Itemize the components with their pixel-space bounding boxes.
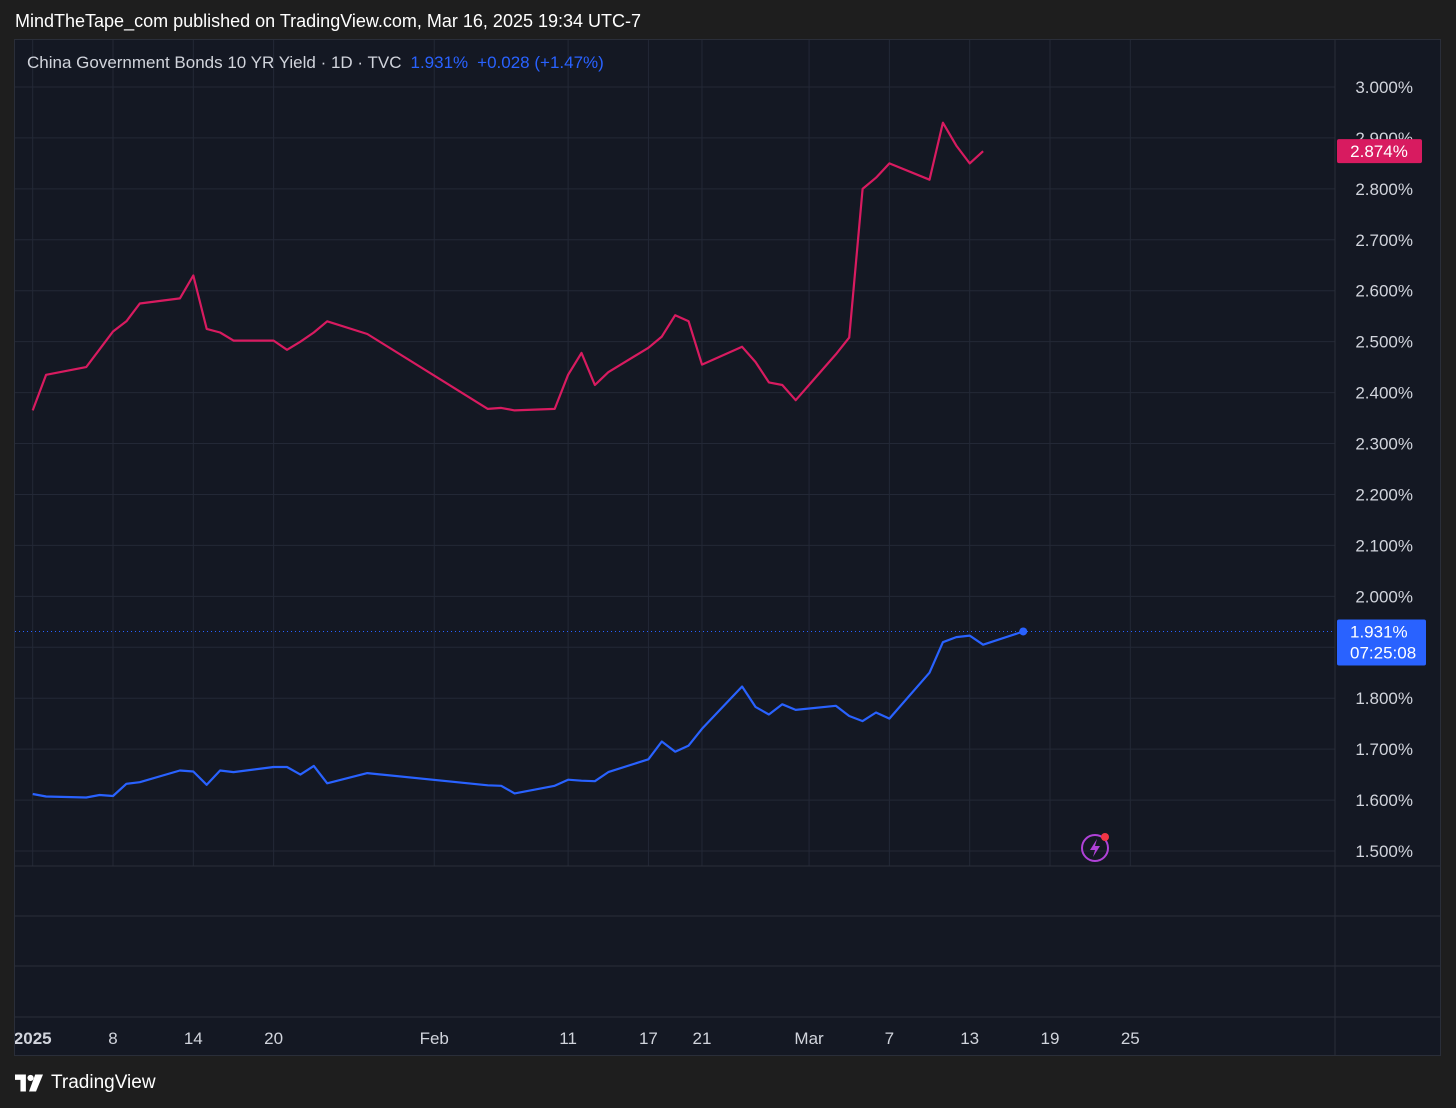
- y-tick-label: 2.000%: [1355, 587, 1413, 606]
- x-tick-label: 13: [960, 1029, 979, 1048]
- y-tick-label: 1.600%: [1355, 791, 1413, 810]
- x-tick-label: 17: [639, 1029, 658, 1048]
- y-tick-label: 3.000%: [1355, 78, 1413, 97]
- y-tick-label: 1.700%: [1355, 740, 1413, 759]
- footer: TradingView: [15, 1072, 156, 1094]
- x-tick-label: Mar: [794, 1029, 824, 1048]
- y-tick-label: 2.200%: [1355, 485, 1413, 504]
- x-tick-label: 2025: [15, 1029, 52, 1048]
- x-tick-label: 8: [108, 1029, 117, 1048]
- x-tick-label: 25: [1121, 1029, 1140, 1048]
- y-tick-label: 2.600%: [1355, 282, 1413, 301]
- y-tick-label: 2.300%: [1355, 435, 1413, 454]
- tradingview-logo-icon: [15, 1074, 43, 1092]
- x-tick-label: 19: [1041, 1029, 1060, 1048]
- chart-legend: China Government Bonds 10 YR Yield · 1D …: [27, 53, 604, 73]
- x-tick-label: 21: [693, 1029, 712, 1048]
- price-badge-blue: [1337, 619, 1426, 666]
- last-point-marker: [1019, 627, 1028, 636]
- series-line-blue: [32, 630, 1024, 799]
- price-badge-pink: [1337, 139, 1422, 164]
- price-change-label: +0.028 (+1.47%): [477, 53, 604, 72]
- x-tick-label: Feb: [420, 1029, 449, 1048]
- publish-header: MindTheTape_com published on TradingView…: [15, 11, 642, 31]
- x-tick-label: 7: [885, 1029, 894, 1048]
- y-tick-label: 1.800%: [1355, 689, 1413, 708]
- y-tick-label: 2.400%: [1355, 384, 1413, 403]
- chart-frame[interactable]: China Government Bonds 10 YR Yield · 1D …: [14, 39, 1441, 1056]
- y-tick-label: 2.500%: [1355, 333, 1413, 352]
- yield-chart[interactable]: 3.000%2.900%2.800%2.700%2.600%2.500%2.40…: [15, 40, 1441, 1056]
- y-tick-label: 2.800%: [1355, 180, 1413, 199]
- lightning-alert-icon[interactable]: [1081, 833, 1109, 862]
- symbol-label: China Government Bonds 10 YR Yield · 1D …: [27, 53, 402, 72]
- y-tick-label: 2.100%: [1355, 536, 1413, 555]
- series-line-pink: [31, 121, 984, 412]
- x-tick-label: 20: [264, 1029, 283, 1048]
- tradingview-brand: TradingView: [51, 1072, 156, 1093]
- price-badge-blue-label: 1.931%: [1350, 622, 1408, 641]
- last-price-label: 1.931%: [410, 53, 469, 72]
- y-tick-label: 2.700%: [1355, 231, 1413, 250]
- price-badge-countdown: 07:25:08: [1350, 643, 1416, 662]
- x-tick-label: 14: [184, 1029, 203, 1048]
- price-badge-pink-label: 2.874%: [1350, 142, 1408, 161]
- x-tick-label: 11: [559, 1029, 577, 1048]
- y-tick-label: 1.500%: [1355, 842, 1413, 861]
